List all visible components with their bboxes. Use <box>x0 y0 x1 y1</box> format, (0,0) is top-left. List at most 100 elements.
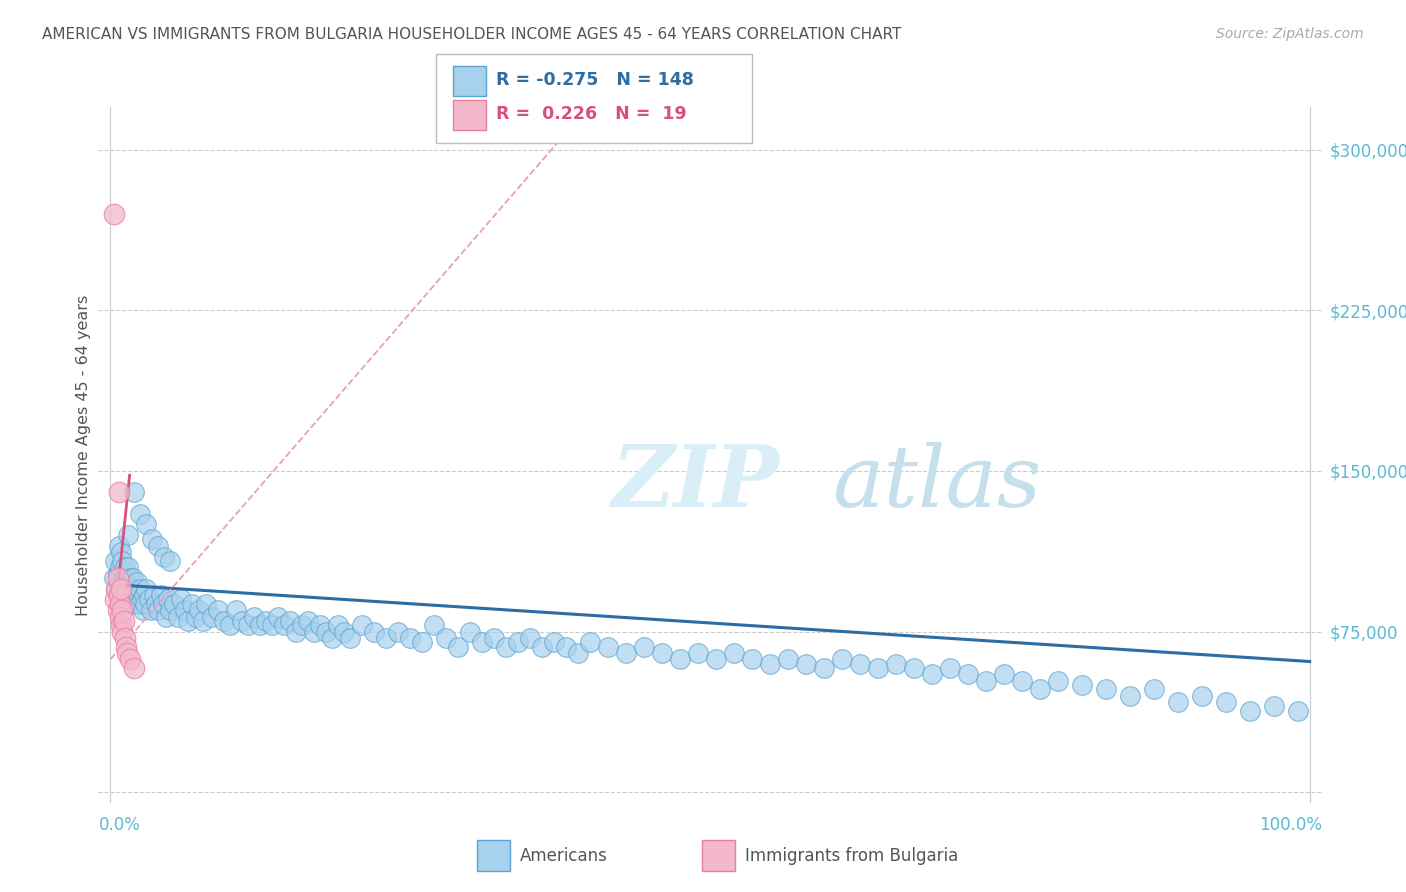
Point <box>333 624 356 639</box>
Point <box>249 618 271 632</box>
Point <box>138 592 160 607</box>
Point <box>111 575 134 590</box>
Point <box>1286 704 1309 718</box>
Point <box>117 582 139 596</box>
Point <box>177 614 200 628</box>
Point <box>1191 689 1213 703</box>
Text: atlas: atlas <box>832 442 1042 524</box>
Point <box>148 603 170 617</box>
Point <box>111 554 134 568</box>
Point <box>141 533 163 547</box>
Point <box>278 614 301 628</box>
Point <box>339 631 361 645</box>
Text: Immigrants from Bulgaria: Immigrants from Bulgaria <box>745 847 959 865</box>
Point <box>309 618 332 632</box>
Point <box>115 597 138 611</box>
Point <box>1119 689 1142 703</box>
Point <box>114 582 136 596</box>
Point <box>614 646 637 660</box>
Point <box>163 597 186 611</box>
Point <box>118 575 141 590</box>
Point <box>262 618 284 632</box>
Point <box>152 597 174 611</box>
Point <box>1070 678 1092 692</box>
Point <box>128 597 150 611</box>
Text: AMERICAN VS IMMIGRANTS FROM BULGARIA HOUSEHOLDER INCOME AGES 45 - 64 YEARS CORRE: AMERICAN VS IMMIGRANTS FROM BULGARIA HOU… <box>42 27 901 42</box>
Point <box>225 603 247 617</box>
Point <box>124 485 146 500</box>
Point <box>411 635 433 649</box>
Point <box>112 571 135 585</box>
Point <box>579 635 602 649</box>
Point <box>107 571 129 585</box>
Point <box>321 631 343 645</box>
Point <box>132 603 155 617</box>
Text: R =  0.226   N =  19: R = 0.226 N = 19 <box>496 105 688 123</box>
Point <box>849 657 872 671</box>
Point <box>114 560 136 574</box>
Point <box>117 560 139 574</box>
Point <box>399 631 422 645</box>
Point <box>112 614 135 628</box>
Point <box>297 614 319 628</box>
Point <box>110 582 132 596</box>
Point <box>231 614 253 628</box>
Point <box>423 618 446 632</box>
Point <box>188 603 211 617</box>
Point <box>124 661 146 675</box>
Point <box>956 667 979 681</box>
Point <box>723 646 745 660</box>
Point <box>155 609 177 624</box>
Point <box>108 597 131 611</box>
Point <box>238 618 260 632</box>
Point <box>125 575 148 590</box>
Point <box>103 207 125 221</box>
Point <box>375 631 398 645</box>
Point <box>107 566 129 581</box>
Point <box>148 539 170 553</box>
Point <box>135 582 157 596</box>
Point <box>1094 682 1116 697</box>
Point <box>117 528 139 542</box>
Point <box>993 667 1015 681</box>
Point <box>195 597 218 611</box>
Point <box>115 646 138 660</box>
Point <box>939 661 962 675</box>
Point <box>531 640 554 654</box>
Point <box>181 597 204 611</box>
Point <box>704 652 727 666</box>
Point <box>1215 695 1237 709</box>
Point <box>567 646 589 660</box>
Point <box>482 631 505 645</box>
Point <box>156 592 179 607</box>
Point <box>291 618 314 632</box>
Point <box>903 661 925 675</box>
Point <box>315 624 337 639</box>
Point <box>134 597 156 611</box>
Point <box>115 571 138 585</box>
Point <box>173 603 195 617</box>
Point <box>794 657 817 671</box>
Point <box>110 582 132 596</box>
Point <box>243 609 266 624</box>
Point <box>207 603 229 617</box>
Point <box>352 618 374 632</box>
Point <box>104 554 127 568</box>
Point <box>191 614 214 628</box>
Point <box>103 571 125 585</box>
Point <box>434 631 457 645</box>
Point <box>254 614 277 628</box>
Point <box>108 560 131 574</box>
Point <box>759 657 782 671</box>
Text: 0.0%: 0.0% <box>98 816 141 834</box>
Point <box>495 640 517 654</box>
Point <box>884 657 907 671</box>
Point <box>508 635 530 649</box>
Point <box>131 592 153 607</box>
Point <box>149 588 172 602</box>
Point <box>866 661 889 675</box>
Point <box>669 652 692 666</box>
Point <box>124 592 146 607</box>
Point <box>111 624 134 639</box>
Point <box>115 575 138 590</box>
